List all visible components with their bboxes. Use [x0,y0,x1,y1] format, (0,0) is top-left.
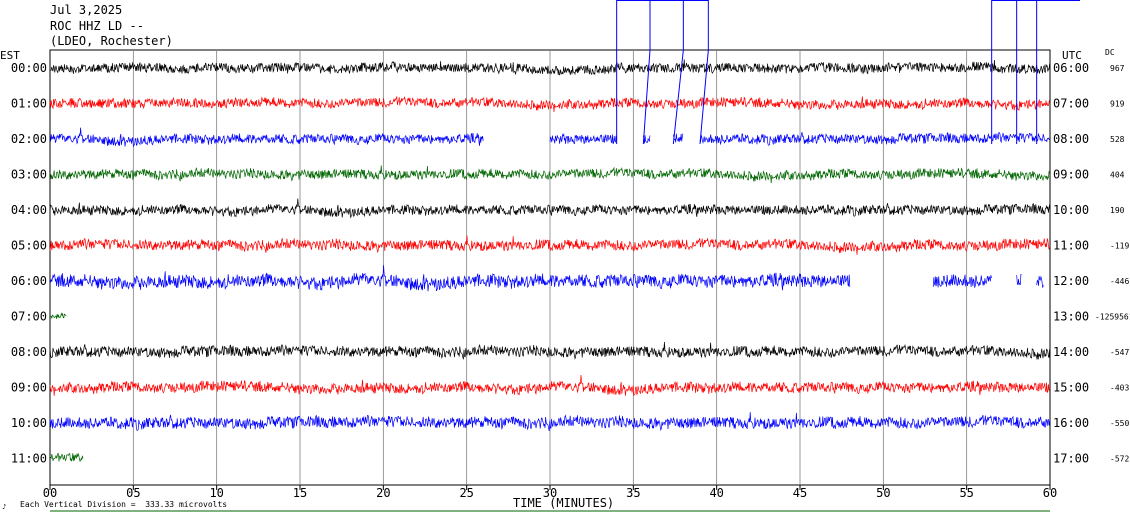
utc-label-1700: 17:00 [1053,452,1089,466]
dc-value-3: 404 [1110,171,1125,180]
x-axis-label: TIME (MINUTES) [513,496,615,510]
x-tick-label-35: 35 [626,486,640,500]
trace-1100-segment-0 [49,452,84,462]
x-tick-label-40: 40 [709,486,723,500]
dc-value-5: -119 [1110,242,1129,251]
est-label-0500: 05:00 [11,239,47,253]
utc-label-1100: 11:00 [1053,239,1089,253]
x-tick-label-45: 45 [793,486,807,500]
est-label-0000: 00:00 [11,61,47,75]
header-station: ROC HHZ LD -- [50,19,144,33]
event-marker-3 [699,0,709,145]
left-timezone-label: EST [0,49,20,62]
est-label-0400: 04:00 [11,203,47,217]
trace-0600-segment-1 [932,274,992,288]
est-label-0600: 06:00 [11,274,47,288]
utc-label-1400: 14:00 [1053,345,1089,359]
dc-value-0: 967 [1110,64,1125,73]
trace-0500-segment-0 [49,235,1050,255]
trace-0200-segment-2 [642,135,651,144]
x-tick-label-20: 20 [376,486,390,500]
header-network: (LDEO, Rochester) [50,34,173,48]
x-tick-label-55: 55 [959,486,973,500]
trace-0900-segment-0 [49,374,1050,396]
utc-label-1600: 16:00 [1053,416,1089,430]
trace-0200-segment-3 [672,133,684,143]
scale-footer: Each Vertical Division = 333.33 microvol… [20,500,228,509]
utc-label-0700: 07:00 [1053,97,1089,111]
trace-0600-segment-0 [49,265,851,292]
trace-0800-segment-0 [49,341,1050,360]
trace-0100-segment-0 [49,95,1050,113]
est-label-1000: 10:00 [11,416,47,430]
x-tick-label-00: 00 [43,486,57,500]
trace-layer [49,59,1050,462]
trace-0200-segment-0 [49,127,484,148]
est-label-0800: 08:00 [11,345,47,359]
dc-heading-label: DC [1105,48,1115,57]
label-layer: 00 05 10 15 20 25 30 35 40 45 50 55 60 00:00 06:00 967 0… [11,61,1130,500]
x-tick-label-10: 10 [209,486,223,500]
event-marker-1 [642,0,651,145]
est-label-0300: 03:00 [11,168,47,182]
trace-0600-segment-2 [1016,274,1022,286]
est-label-0200: 02:00 [11,132,47,146]
dc-value-2: 528 [1110,135,1125,144]
dc-value-1: 919 [1110,100,1125,109]
trace-0600-segment-3 [1036,275,1044,288]
x-tick-label-15: 15 [293,486,307,500]
event-marker-2 [672,0,684,145]
dc-value-10: -550 [1110,419,1129,428]
utc-label-0800: 08:00 [1053,132,1089,146]
grid-layer [49,49,1051,512]
trace-0300-segment-0 [50,165,1050,184]
utc-label-0900: 09:00 [1053,168,1089,182]
dc-value-6: -446 [1110,277,1129,286]
est-label-0700: 07:00 [11,310,47,324]
trace-0700-segment-0 [49,312,67,319]
x-tick-label-30: 30 [543,486,557,500]
dc-value-9: -403 [1110,384,1129,393]
dc-value-8: -547 [1110,348,1129,357]
footer-mark: ♪ [2,503,7,511]
trace-1000-segment-0 [49,412,1050,432]
event-marker-layer [616,0,1080,145]
est-label-0100: 01:00 [11,97,47,111]
est-label-0900: 09:00 [11,381,47,395]
est-label-1100: 11:00 [11,452,47,466]
dc-value-11: -572 [1110,455,1129,464]
x-tick-label-50: 50 [876,486,890,500]
dc-value-4: 190 [1110,206,1125,215]
trace-0400-segment-0 [49,198,1050,219]
utc-label-1000: 10:00 [1053,203,1089,217]
utc-label-0600: 06:00 [1053,61,1089,75]
x-tick-label-25: 25 [459,486,473,500]
trace-0200-segment-1 [549,132,617,144]
trace-0000-segment-0 [49,59,1050,76]
right-timezone-label: UTC [1062,49,1082,62]
trace-0200-segment-4 [699,131,1050,146]
utc-label-1200: 12:00 [1053,274,1089,288]
utc-label-1500: 15:00 [1053,381,1089,395]
dc-value-7: -1259561 [1095,313,1130,322]
x-tick-label-05: 05 [126,486,140,500]
x-tick-label-60: 60 [1043,486,1057,500]
utc-label-1300: 13:00 [1053,310,1089,324]
header-date: Jul 3,2025 [50,3,123,17]
